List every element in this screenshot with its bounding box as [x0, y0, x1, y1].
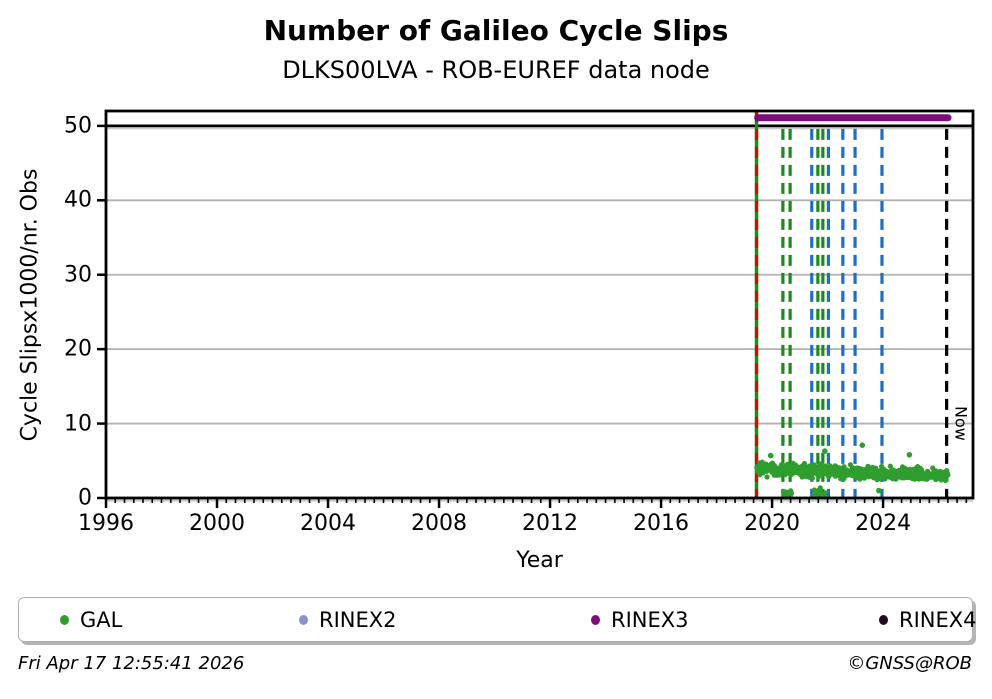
- now-label: Now: [951, 406, 971, 441]
- rinex2-marker-icon: [299, 614, 308, 625]
- x-tick-label: 2024: [855, 511, 912, 536]
- legend: GAL RINEX2 RINEX3 RINEX4: [18, 597, 977, 642]
- x-axis-label: Year: [516, 548, 563, 573]
- rinex4-marker-icon: [879, 614, 888, 625]
- gal-outlier-point: [859, 442, 866, 449]
- y-tick-label: 20: [64, 336, 92, 362]
- legend-label: RINEX2: [319, 607, 397, 632]
- legend-label: RINEX4: [899, 607, 977, 632]
- gal-scatter: [754, 442, 951, 500]
- plot-frame: [104, 109, 975, 502]
- legend-entry-rinex3: RINEX3: [591, 598, 689, 641]
- page-subtitle: DLKS00LVA - ROB-EUREF data node: [282, 56, 710, 84]
- x-tick-label: 1996: [78, 511, 134, 536]
- y-tick-label: 40: [64, 187, 92, 213]
- y-tick-label: 10: [64, 411, 92, 437]
- gal-outlier-point: [767, 452, 774, 459]
- gal-outlier-point: [822, 448, 828, 454]
- gal-outlier-point: [876, 487, 882, 494]
- legend-entry-gal: GAL: [60, 598, 122, 641]
- rinex3-marker-icon: [591, 614, 600, 625]
- x-tick-label: 2016: [633, 511, 690, 536]
- x-tick-label: 2000: [189, 511, 245, 536]
- y-tick-label: 50: [64, 113, 92, 139]
- legend-entry-rinex4: RINEX4: [879, 598, 977, 641]
- y-axis-label: Cycle Slipsx1000/nr. Obs: [17, 168, 43, 442]
- gal-marker-icon: [60, 614, 69, 625]
- footer-copyright: ©GNSS@ROB: [847, 653, 972, 674]
- y-tick-label: 0: [78, 485, 92, 511]
- legend-entry-rinex2: RINEX2: [299, 598, 397, 641]
- y-tick-label: 30: [64, 262, 92, 288]
- x-tick-label: 2020: [744, 511, 801, 536]
- axis-ticks: [97, 124, 968, 508]
- gal-outlier-point: [906, 452, 913, 458]
- event-lines: [754, 111, 949, 498]
- x-tick-label: 2012: [522, 511, 579, 536]
- legend-label: GAL: [80, 607, 123, 632]
- footer-timestamp: Fri Apr 17 12:55:41 2026: [18, 653, 245, 674]
- legend-label: RINEX3: [611, 607, 689, 632]
- page-title: Number of Galileo Cycle Slips: [263, 14, 729, 47]
- x-tick-label: 2004: [300, 511, 357, 536]
- x-tick-label: 2008: [411, 511, 468, 536]
